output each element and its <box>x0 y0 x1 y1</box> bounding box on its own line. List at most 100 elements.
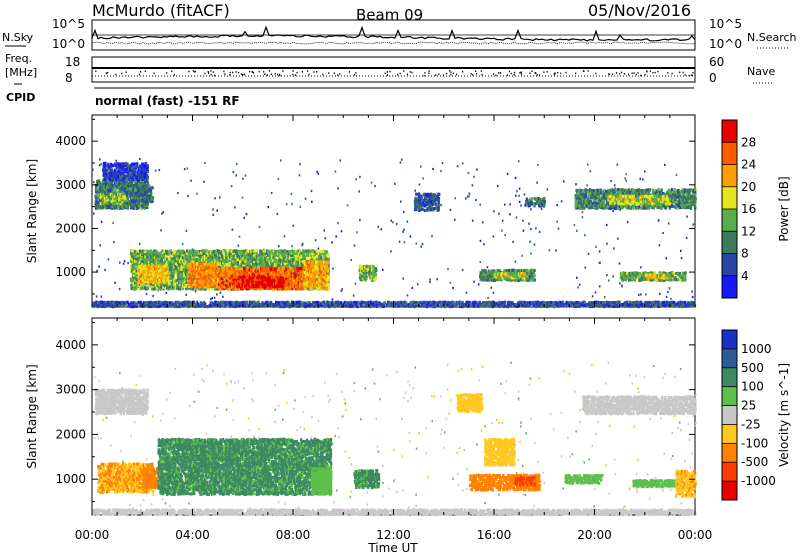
data-cell <box>684 304 687 308</box>
data-cell <box>135 186 138 190</box>
data-cell <box>321 304 324 308</box>
data-cell <box>107 179 110 183</box>
data-cell <box>94 202 97 206</box>
nave-point <box>279 73 281 76</box>
data-cell <box>556 220 558 223</box>
data-cell <box>191 248 194 251</box>
data-cell <box>162 285 165 289</box>
data-cell <box>459 304 462 308</box>
data-cell <box>178 263 182 267</box>
data-cell <box>183 267 186 271</box>
data-cell <box>325 250 328 254</box>
data-cell <box>419 304 422 308</box>
data-cell <box>148 271 151 275</box>
nave-point <box>173 74 175 76</box>
data-cell <box>95 304 98 308</box>
nave-point <box>495 74 497 77</box>
data-cell <box>273 259 277 264</box>
data-cell <box>600 304 603 308</box>
data-cell <box>245 302 249 306</box>
data-cell <box>104 206 107 210</box>
data-cell <box>502 304 505 309</box>
data-cell <box>151 186 154 190</box>
data-cell <box>132 278 136 283</box>
nave-point <box>95 70 97 72</box>
data-cell <box>308 301 311 305</box>
data-cell <box>204 249 207 253</box>
data-cell <box>275 250 278 254</box>
data-cell <box>288 260 291 264</box>
data-cell <box>262 302 265 307</box>
data-cell <box>144 187 147 191</box>
data-cell <box>114 281 116 284</box>
data-cell <box>139 197 143 201</box>
data-cell <box>248 302 251 306</box>
data-cell <box>155 300 158 305</box>
data-cell <box>148 257 151 261</box>
data-cell <box>648 304 651 308</box>
data-cell <box>576 276 578 279</box>
data-cell <box>162 304 165 308</box>
data-cell <box>161 254 165 258</box>
data-cell <box>293 258 297 262</box>
data-cell <box>119 198 122 202</box>
data-cell <box>169 271 172 275</box>
data-cell <box>177 277 180 281</box>
data-cell <box>268 251 272 255</box>
data-cell <box>615 300 619 305</box>
data-cell <box>360 303 363 307</box>
data-cell <box>124 168 128 172</box>
data-cell <box>127 181 130 185</box>
nave-point <box>301 71 303 73</box>
data-cell <box>210 253 214 257</box>
nave-point <box>237 71 240 74</box>
data-cell <box>262 249 265 253</box>
data-cell <box>173 302 176 306</box>
data-cell <box>230 303 234 307</box>
data-cell <box>150 280 153 284</box>
data-cell <box>649 301 652 305</box>
data-cell <box>107 304 111 308</box>
nave-point <box>546 71 548 73</box>
data-cell <box>180 259 183 264</box>
data-cell <box>352 304 355 308</box>
data-cell <box>96 269 98 272</box>
data-cell <box>353 244 356 247</box>
data-cell <box>216 209 218 212</box>
data-cell <box>375 304 379 308</box>
data-cell <box>196 192 198 195</box>
data-cell <box>686 215 688 218</box>
data-cell <box>141 259 144 263</box>
data-cell <box>493 210 495 213</box>
data-cell <box>122 164 125 168</box>
data-cell <box>253 253 256 257</box>
data-cell <box>253 300 256 304</box>
data-cell <box>621 284 623 287</box>
data-cell <box>137 249 140 254</box>
data-cell <box>441 162 444 165</box>
data-cell <box>469 302 472 306</box>
data-cell <box>151 199 154 203</box>
data-cell <box>132 263 136 267</box>
data-cell <box>650 301 654 305</box>
data-cell <box>208 250 211 254</box>
data-cell <box>184 265 187 269</box>
data-cell <box>132 301 135 305</box>
data-cell <box>187 194 189 198</box>
data-cell <box>390 304 393 308</box>
data-cell <box>605 300 609 304</box>
data-cell <box>213 303 216 307</box>
data-cell <box>236 300 239 305</box>
data-cell <box>134 175 138 179</box>
data-cell <box>136 192 139 196</box>
data-cell <box>293 255 296 259</box>
data-cell <box>156 251 159 255</box>
data-cell <box>612 209 614 213</box>
data-cell <box>201 257 204 262</box>
data-cell <box>157 282 161 286</box>
data-cell <box>276 253 280 257</box>
data-cell <box>163 300 167 304</box>
data-cell <box>149 304 153 308</box>
data-cell <box>283 254 286 258</box>
